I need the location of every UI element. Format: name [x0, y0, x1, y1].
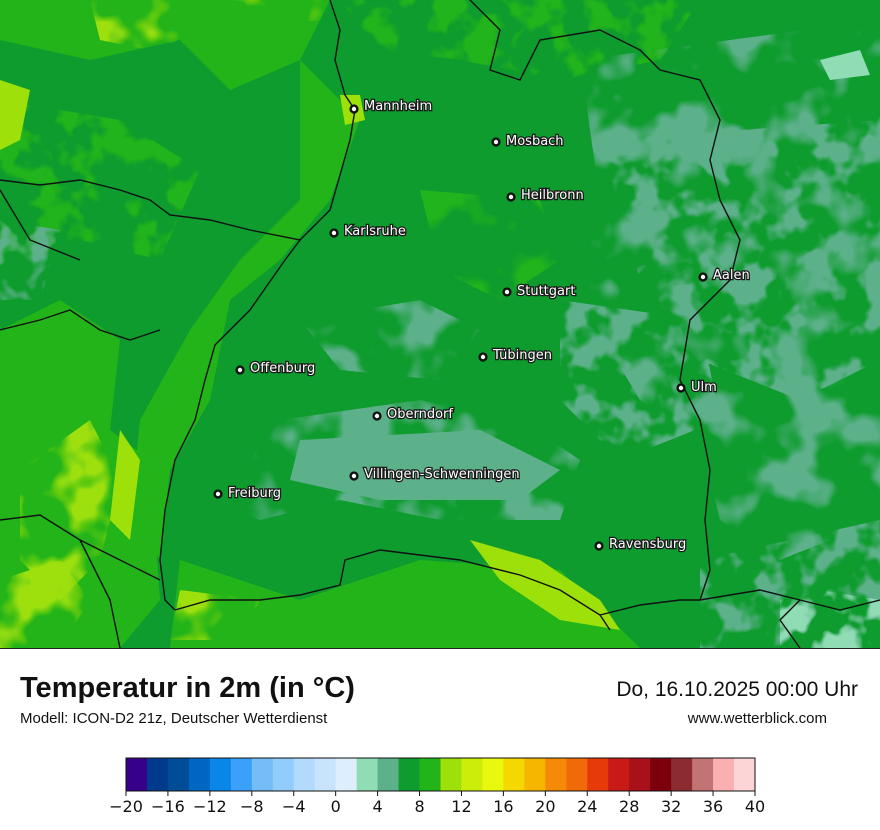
legend-swatch: [209, 758, 232, 791]
legend-swatch: [692, 758, 714, 791]
svg-text:Stuttgart: Stuttgart: [517, 284, 575, 299]
color-legend: −20 −16 −12 −8 −4 0 4 8 12 16 20 24 28 32 36 40: [109, 757, 765, 816]
zone-4-8: [0, 20, 880, 648]
temperature-map: Mannheim Mosbach Heilbronn Karlsruhe Aal…: [0, 0, 880, 649]
svg-text:Freiburg: Freiburg: [228, 486, 281, 501]
legend-swatch: [377, 758, 399, 791]
legend-tick-label: 40: [745, 797, 765, 816]
legend-swatch: [251, 758, 274, 791]
legend-swatch: [608, 758, 630, 791]
legend-tick-label: 20: [535, 797, 555, 816]
legend-swatch: [650, 758, 672, 791]
legend-swatch: [398, 758, 420, 791]
city-mannheim[interactable]: Mannheim: [349, 98, 433, 115]
legend-swatch: [461, 758, 483, 791]
city-karlsruhe[interactable]: Karlsruhe: [329, 223, 407, 240]
legend-swatch: [503, 758, 525, 791]
legend-tick-label: 36: [703, 797, 723, 816]
legend-tick-label: −12: [193, 797, 227, 816]
svg-text:Ulm: Ulm: [691, 380, 717, 395]
legend-swatch: [545, 758, 567, 791]
legend-swatch: [713, 758, 735, 791]
city-offenburg[interactable]: Offenburg: [235, 360, 317, 377]
legend-tick-label: −20: [109, 797, 143, 816]
legend-swatch: [566, 758, 588, 791]
city-heilbronn[interactable]: Heilbronn: [506, 187, 585, 204]
legend-swatch: [167, 758, 190, 791]
city-stuttgart[interactable]: Stuttgart: [502, 283, 577, 300]
legend-tick-label: 24: [577, 797, 597, 816]
legend-swatch: [482, 758, 504, 791]
city-tuebingen[interactable]: Tübingen: [478, 347, 553, 364]
legend-swatch: [146, 758, 169, 791]
city-aalen[interactable]: Aalen: [698, 267, 751, 284]
city-ulm[interactable]: Ulm: [676, 379, 718, 396]
legend-tick-label: 0: [331, 797, 341, 816]
legend-swatch: [734, 758, 756, 791]
legend-swatch: [671, 758, 693, 791]
website-link[interactable]: www.wetterblick.com: [687, 710, 827, 727]
city-villingen-schwenningen[interactable]: Villingen-Schwenningen: [349, 466, 521, 483]
legend-swatch: [419, 758, 441, 791]
legend-swatch: [356, 758, 378, 791]
city-oberndorf[interactable]: Oberndorf: [372, 406, 455, 423]
legend-tick-label: 8: [414, 797, 424, 816]
svg-text:Ravensburg: Ravensburg: [609, 537, 686, 552]
legend-swatch: [314, 758, 337, 791]
legend-swatch: [126, 758, 148, 791]
legend-swatch: [629, 758, 651, 791]
model-source: Modell: ICON-D2 21z, Deutscher Wetterdie…: [20, 710, 328, 727]
svg-text:Aalen: Aalen: [713, 268, 750, 283]
borders: [0, 0, 880, 648]
city-mosbach[interactable]: Mosbach: [491, 133, 565, 150]
legend-tick-label: 4: [373, 797, 383, 816]
svg-text:Oberndorf: Oberndorf: [387, 407, 453, 422]
svg-text:Villingen-Schwenningen: Villingen-Schwenningen: [364, 467, 520, 482]
legend-swatches: [126, 758, 756, 791]
legend-tick-label: −8: [240, 797, 264, 816]
legend-swatch: [587, 758, 609, 791]
svg-text:Mosbach: Mosbach: [506, 134, 564, 149]
legend-tick-label: −16: [151, 797, 185, 816]
legend-tick-label: 16: [493, 797, 513, 816]
legend-swatch: [293, 758, 316, 791]
zone-below-4: [780, 50, 880, 648]
svg-text:Mannheim: Mannheim: [364, 99, 432, 114]
forecast-datetime: Do, 16.10.2025 00:00 Uhr: [616, 678, 858, 701]
map-title: Temperatur in 2m (in °C): [20, 672, 355, 704]
city-freiburg[interactable]: Freiburg: [213, 485, 282, 502]
svg-text:Heilbronn: Heilbronn: [521, 188, 584, 203]
city-markers: Mannheim Mosbach Heilbronn Karlsruhe Aal…: [213, 98, 751, 553]
legend-frame: [125, 757, 756, 792]
legend-swatch: [230, 758, 253, 791]
legend-tick-label: −4: [282, 797, 306, 816]
legend-tick-label: 12: [451, 797, 471, 816]
legend-ticks: −20 −16 −12 −8 −4 0 4 8 12 16 20 24 28 32 36 40: [109, 791, 765, 816]
legend-tick-label: 28: [619, 797, 639, 816]
svg-text:Offenburg: Offenburg: [250, 361, 315, 376]
legend-swatch: [188, 758, 211, 791]
legend-swatch: [335, 758, 358, 791]
svg-text:Tübingen: Tübingen: [492, 348, 552, 363]
svg-text:Karlsruhe: Karlsruhe: [344, 224, 406, 239]
city-ravensburg[interactable]: Ravensburg: [594, 536, 688, 553]
legend-swatch: [440, 758, 462, 791]
legend-tick-label: 32: [661, 797, 681, 816]
legend-swatch: [272, 758, 295, 791]
legend-swatch: [524, 758, 546, 791]
